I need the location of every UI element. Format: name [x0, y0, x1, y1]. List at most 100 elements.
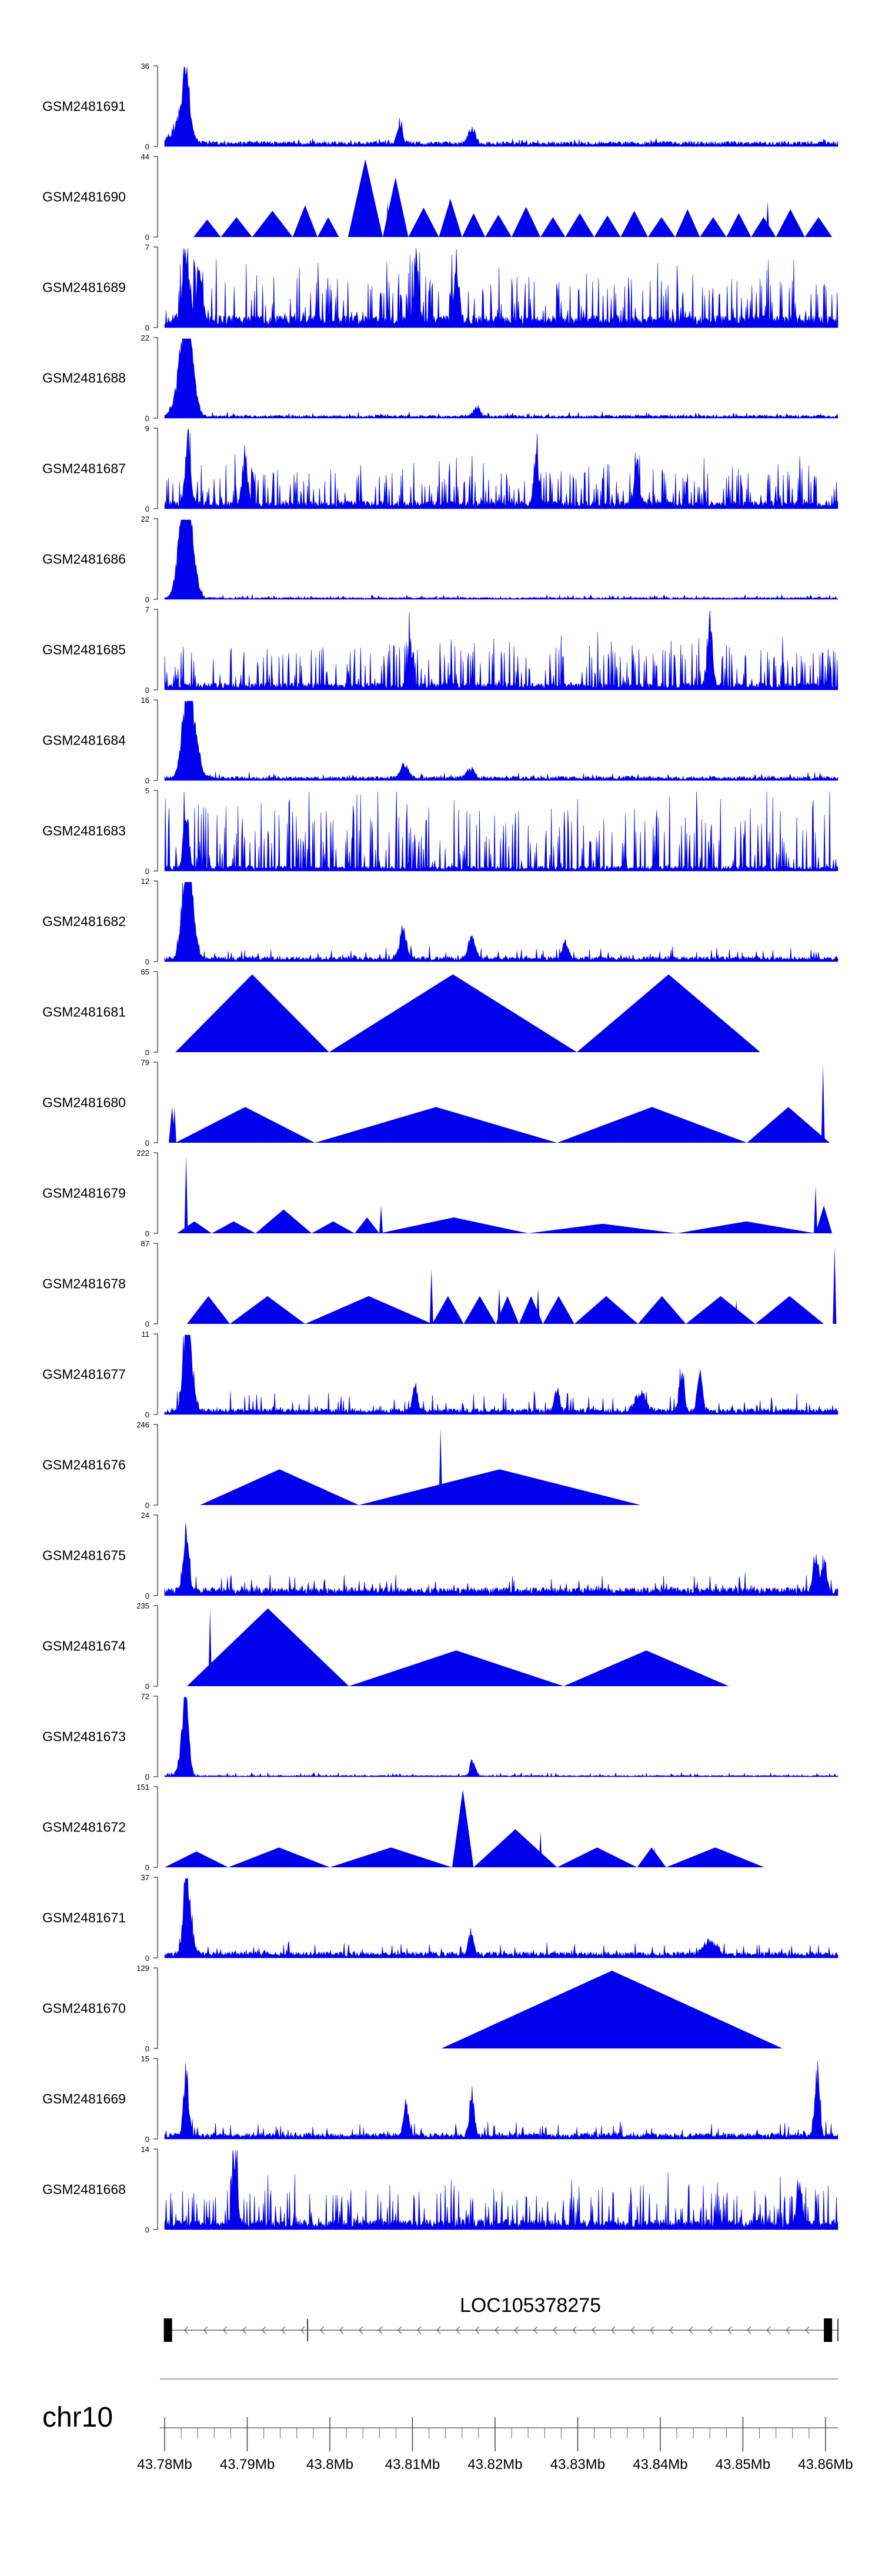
coverage-area — [164, 1334, 838, 1415]
y-max-label: 14 — [141, 2145, 149, 2154]
track-name-label: GSM2481669 — [42, 2091, 126, 2107]
strand-arrow — [203, 2326, 208, 2334]
y-min-label: 0 — [145, 1320, 149, 1329]
coverage-segment — [675, 209, 700, 237]
coverage-segment — [441, 1970, 783, 2048]
coverage-spike — [439, 1427, 443, 1505]
coverage-spike — [814, 1186, 818, 1233]
strand-arrow — [242, 2326, 247, 2334]
y-max-label: 12 — [141, 877, 149, 886]
y-min-label: 0 — [145, 505, 149, 513]
coverage-segment — [212, 1221, 256, 1233]
y-max-label: 235 — [136, 1601, 149, 1610]
y-min-label: 0 — [145, 2044, 149, 2053]
coverage-segment — [348, 159, 383, 237]
strand-arrow — [689, 2326, 693, 2334]
coverage-segment — [292, 205, 318, 237]
coverage-segment — [329, 1847, 452, 1867]
track-GSM2481679: GSM2481679 222 0 — [42, 1149, 833, 1238]
y-max-label: 16 — [141, 696, 149, 705]
strand-arrow — [533, 2326, 538, 2334]
coverage-spike — [734, 1300, 739, 1324]
coverage-segment — [255, 1209, 312, 1233]
chromosome-label: chr10 — [42, 2402, 113, 2433]
strand-arrow — [261, 2326, 266, 2334]
track-name-label: GSM2481682 — [42, 914, 126, 929]
y-max-label: 151 — [136, 1783, 149, 1791]
track-name-label: GSM2481681 — [42, 1005, 126, 1020]
track-name-label: GSM2481676 — [42, 1457, 126, 1473]
coverage-spike — [208, 1608, 212, 1686]
track-name-label: GSM2481687 — [42, 461, 126, 476]
y-max-label: 15 — [141, 2054, 149, 2063]
strand-arrow — [514, 2326, 519, 2334]
strand-arrow — [553, 2326, 557, 2334]
track-GSM2481687: GSM2481687 9 0 — [42, 424, 838, 513]
coverage-segment — [637, 1847, 666, 1867]
coverage-area — [164, 1523, 838, 1596]
coverage-area — [164, 1878, 838, 1958]
track-GSM2481688: GSM2481688 22 0 — [42, 333, 838, 423]
coverage-segment — [485, 215, 512, 237]
coverage-segment — [755, 1296, 824, 1324]
y-max-label: 65 — [141, 967, 149, 976]
coverage-spike — [539, 1831, 543, 1867]
coverage-segment — [577, 974, 760, 1052]
strand-arrow — [319, 2326, 325, 2334]
track-name-label: GSM2481668 — [42, 2182, 126, 2197]
strand-arrow — [300, 2326, 305, 2334]
coverage-segment — [563, 1650, 729, 1686]
track-GSM2481678: GSM2481678 87 0 — [42, 1239, 837, 1329]
y-max-label: 7 — [145, 605, 149, 614]
strand-arrow — [456, 2326, 460, 2334]
y-max-label: 11 — [142, 1330, 150, 1339]
y-min-label: 0 — [145, 957, 149, 966]
strand-arrow — [183, 2326, 189, 2334]
track-GSM2481682: GSM2481682 12 0 — [42, 877, 838, 966]
coverage-segment — [463, 1296, 496, 1324]
strand-arrow — [377, 2326, 383, 2334]
y-max-label: 129 — [136, 1964, 149, 1973]
y-min-label: 0 — [145, 2135, 149, 2144]
coverage-segment — [677, 1221, 816, 1233]
track-GSM2481680: GSM2481680 79 0 — [42, 1058, 830, 1147]
track-GSM2481691: GSM2481691 36 0 — [42, 62, 838, 151]
track-name-label: GSM2481690 — [42, 189, 126, 205]
track-GSM2481683: GSM2481683 5 0 — [42, 786, 838, 876]
strand-arrow — [339, 2326, 344, 2334]
strand-arrow — [708, 2326, 713, 2334]
coverage-spike — [833, 1246, 837, 1324]
y-max-label: 222 — [136, 1149, 149, 1157]
track-name-label: GSM2481680 — [42, 1095, 126, 1110]
y-max-label: 87 — [141, 1239, 149, 1248]
y-max-label: 36 — [141, 62, 149, 71]
coverage-segment — [620, 211, 648, 237]
coverage-area — [164, 66, 838, 147]
coverage-segment — [557, 1107, 747, 1143]
coverage-segment — [186, 1296, 230, 1324]
y-min-label: 0 — [145, 1591, 149, 1600]
coverage-segment — [177, 1221, 212, 1233]
track-name-label: GSM2481686 — [42, 552, 126, 567]
coverage-segment — [594, 215, 621, 237]
coverage-spike — [379, 1205, 383, 1233]
coverage-segment — [349, 1650, 564, 1686]
y-min-label: 0 — [145, 1863, 149, 1872]
track-name-label: GSM2481679 — [42, 1186, 126, 1201]
x-tick-label: 43.84Mb — [633, 2457, 687, 2472]
coverage-segment — [452, 1789, 474, 1867]
track-GSM2481673: GSM2481673 72 0 — [42, 1692, 838, 1781]
coverage-segment — [408, 208, 439, 237]
coverage-spike — [386, 201, 390, 237]
coverage-area — [164, 248, 838, 328]
track-GSM2481675: GSM2481675 24 0 — [42, 1511, 838, 1600]
coverage-spike — [766, 201, 770, 237]
coverage-segment — [175, 1107, 315, 1143]
coverage-segment — [359, 1469, 641, 1505]
coverage-area — [164, 519, 838, 600]
coverage-spike — [447, 197, 452, 237]
strand-arrow — [397, 2326, 402, 2334]
track-GSM2481671: GSM2481671 37 0 — [42, 1873, 838, 1963]
coverage-spike — [536, 1288, 540, 1324]
